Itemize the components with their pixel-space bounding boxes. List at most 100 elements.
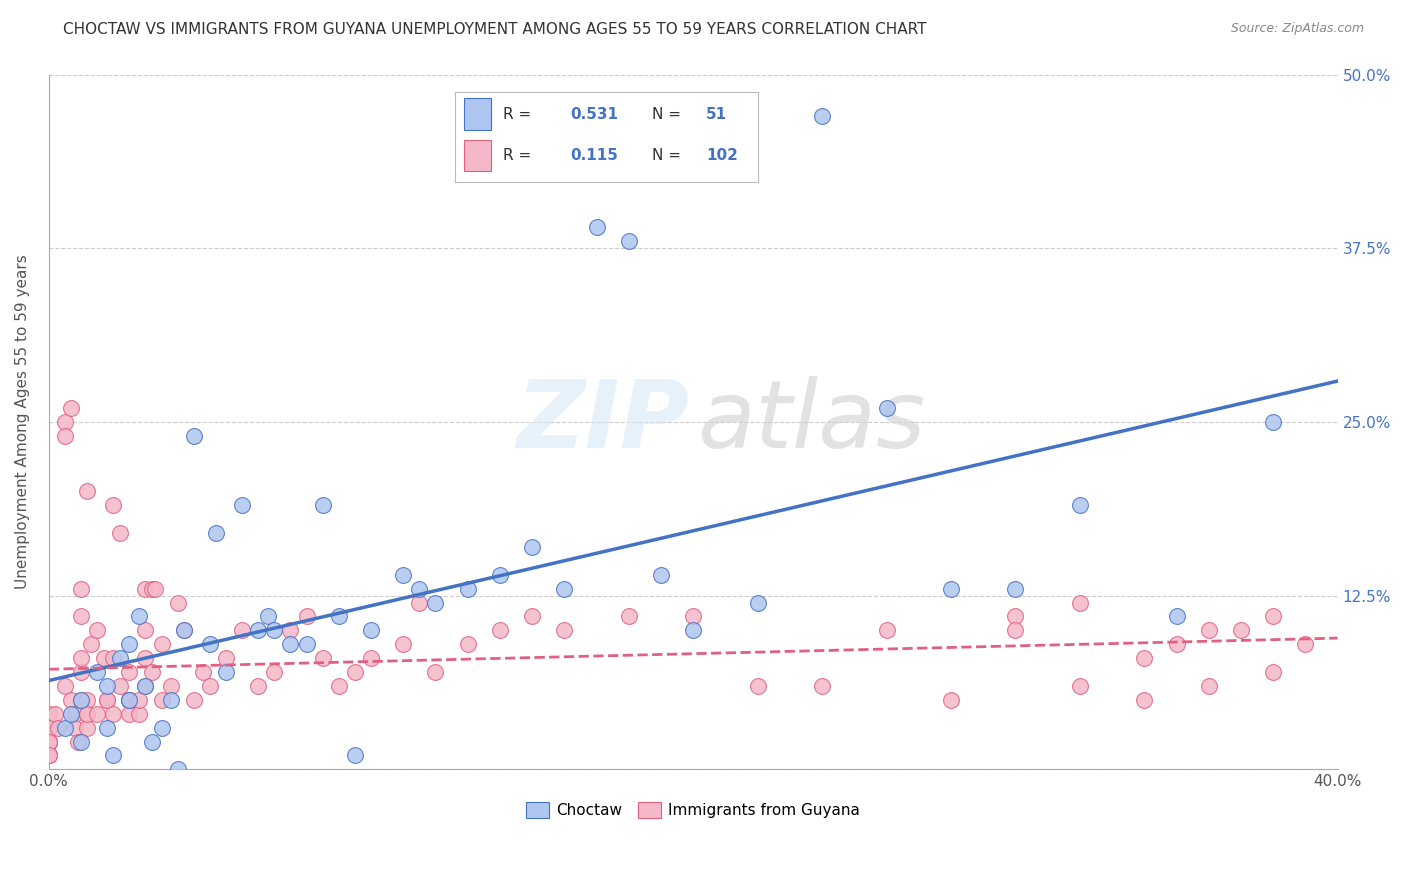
Point bbox=[1166, 637, 1188, 651]
Point bbox=[38, 748, 60, 763]
Point bbox=[44, 706, 66, 721]
Point bbox=[70, 693, 93, 707]
Point bbox=[96, 693, 118, 707]
Point bbox=[60, 401, 83, 415]
Point bbox=[134, 679, 156, 693]
Point bbox=[1230, 624, 1253, 638]
Point bbox=[553, 582, 575, 596]
Point bbox=[103, 651, 125, 665]
Point bbox=[343, 748, 366, 763]
Point bbox=[76, 706, 98, 721]
Point bbox=[118, 706, 141, 721]
Point bbox=[205, 526, 228, 541]
Point bbox=[747, 596, 769, 610]
Point bbox=[939, 693, 962, 707]
Point bbox=[103, 498, 125, 512]
Point bbox=[38, 721, 60, 735]
Point bbox=[1069, 498, 1091, 512]
Point bbox=[141, 582, 163, 596]
Point bbox=[150, 721, 173, 735]
Point bbox=[328, 679, 350, 693]
Point bbox=[1263, 609, 1285, 624]
Point bbox=[128, 693, 150, 707]
Point bbox=[38, 706, 60, 721]
Point bbox=[1198, 679, 1220, 693]
Point bbox=[343, 665, 366, 679]
Point bbox=[489, 624, 512, 638]
Point bbox=[392, 567, 415, 582]
Point bbox=[166, 596, 188, 610]
Point bbox=[520, 540, 543, 554]
Point bbox=[1166, 609, 1188, 624]
Point bbox=[118, 693, 141, 707]
Point bbox=[134, 679, 156, 693]
Point bbox=[60, 693, 83, 707]
Point bbox=[86, 706, 108, 721]
Point bbox=[263, 624, 285, 638]
Text: atlas: atlas bbox=[697, 376, 925, 467]
Point bbox=[38, 734, 60, 748]
Point bbox=[76, 484, 98, 499]
Point bbox=[183, 429, 205, 443]
Point bbox=[76, 706, 98, 721]
Point bbox=[295, 637, 318, 651]
Legend: Choctaw, Immigrants from Guyana: Choctaw, Immigrants from Guyana bbox=[520, 796, 866, 824]
Point bbox=[198, 637, 221, 651]
Point bbox=[38, 748, 60, 763]
Point bbox=[76, 721, 98, 735]
Point bbox=[118, 693, 141, 707]
Point bbox=[70, 651, 93, 665]
Point bbox=[134, 651, 156, 665]
Point bbox=[876, 401, 898, 415]
Point bbox=[38, 734, 60, 748]
Point bbox=[53, 429, 76, 443]
Point bbox=[457, 637, 479, 651]
Point bbox=[108, 651, 131, 665]
Point bbox=[425, 665, 447, 679]
Point bbox=[650, 567, 672, 582]
Point bbox=[1294, 637, 1316, 651]
Point bbox=[198, 679, 221, 693]
Point bbox=[86, 665, 108, 679]
Point bbox=[280, 624, 302, 638]
Point bbox=[811, 679, 834, 693]
Point bbox=[38, 721, 60, 735]
Point bbox=[295, 609, 318, 624]
Point bbox=[38, 721, 60, 735]
Point bbox=[63, 721, 86, 735]
Point bbox=[489, 567, 512, 582]
Point bbox=[70, 693, 93, 707]
Point bbox=[53, 721, 76, 735]
Point bbox=[70, 609, 93, 624]
Point bbox=[70, 734, 93, 748]
Point bbox=[939, 582, 962, 596]
Point bbox=[166, 762, 188, 776]
Point bbox=[134, 624, 156, 638]
Point bbox=[38, 734, 60, 748]
Point bbox=[876, 624, 898, 638]
Point bbox=[311, 651, 333, 665]
Point bbox=[747, 679, 769, 693]
Point bbox=[150, 637, 173, 651]
Point bbox=[48, 721, 70, 735]
Point bbox=[360, 651, 382, 665]
Point bbox=[215, 651, 238, 665]
Point bbox=[96, 693, 118, 707]
Text: CHOCTAW VS IMMIGRANTS FROM GUYANA UNEMPLOYMENT AMONG AGES 55 TO 59 YEARS CORRELA: CHOCTAW VS IMMIGRANTS FROM GUYANA UNEMPL… bbox=[63, 22, 927, 37]
Point bbox=[553, 624, 575, 638]
Point bbox=[193, 665, 215, 679]
Point bbox=[1133, 651, 1156, 665]
Point bbox=[311, 498, 333, 512]
Point bbox=[66, 734, 89, 748]
Point bbox=[173, 624, 195, 638]
Point bbox=[38, 748, 60, 763]
Point bbox=[160, 679, 183, 693]
Point bbox=[38, 734, 60, 748]
Point bbox=[70, 582, 93, 596]
Y-axis label: Unemployment Among Ages 55 to 59 years: Unemployment Among Ages 55 to 59 years bbox=[15, 254, 30, 590]
Point bbox=[108, 526, 131, 541]
Point bbox=[231, 624, 253, 638]
Point bbox=[108, 679, 131, 693]
Point bbox=[93, 651, 115, 665]
Point bbox=[76, 693, 98, 707]
